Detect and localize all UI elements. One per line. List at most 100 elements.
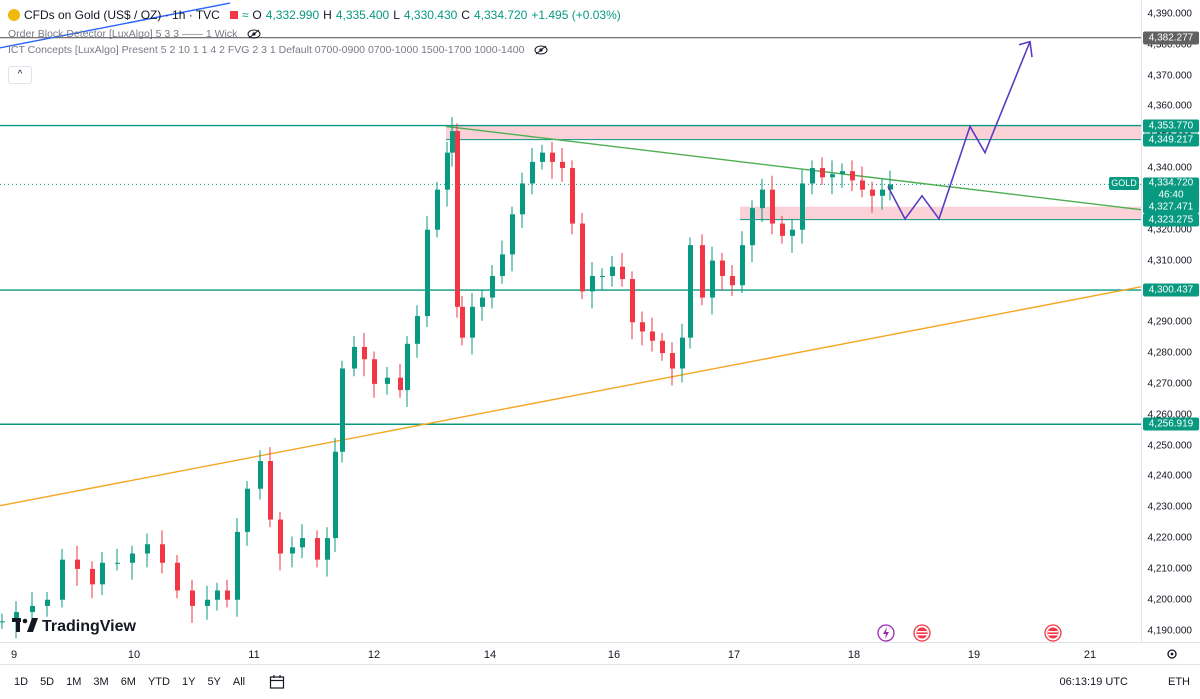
candle-body	[860, 180, 865, 190]
candle-body	[570, 168, 575, 224]
candle-body	[435, 189, 440, 230]
candle-body	[630, 279, 635, 323]
candle-body	[850, 171, 855, 181]
candle-body	[45, 599, 50, 606]
price-axis[interactable]: 4,390.000 4,380.000 4,370.000 4,360.000 4,35…	[1141, 0, 1200, 642]
indicator-2-label: ICT Concepts [LuxAlgo] Present 5 2 10 1 …	[8, 44, 525, 56]
candle-body	[500, 254, 505, 276]
date-tick-label: 12	[367, 649, 381, 661]
candle-body	[190, 590, 195, 606]
symbol-title[interactable]: CFDs on Gold (US$ / OZ) · 1h · TVC	[24, 8, 220, 22]
date-tick-label: 17	[727, 649, 741, 661]
hidden-eye-icon[interactable]	[534, 45, 548, 55]
date-tick-label: 11	[248, 649, 260, 661]
range-5y-button[interactable]: 5Y	[207, 676, 221, 688]
tradingview-logo-text: TradingView	[42, 617, 136, 635]
price-level-label: 4,327.471	[1143, 200, 1199, 214]
candle-body	[415, 316, 420, 344]
chart-area[interactable]: CFDs on Gold (US$ / OZ) · 1h · TVC ≈ O 4,…	[0, 0, 1141, 642]
candle-body	[820, 168, 825, 178]
candle-body	[90, 568, 95, 585]
current-price-value: 4,334.720	[1148, 177, 1194, 189]
date-tick-label: 14	[483, 649, 497, 661]
range-ytd-button[interactable]: YTD	[147, 676, 170, 688]
supply-zone	[446, 125, 1141, 140]
down-marker-icon	[229, 11, 238, 19]
candle-body	[268, 460, 273, 520]
calendar-goto-date-icon[interactable]	[269, 674, 285, 690]
price-level-label: 4,382.277	[1143, 31, 1199, 45]
candle-body	[385, 377, 390, 384]
candle-body	[445, 152, 450, 190]
candle-body	[425, 229, 430, 317]
us-flag-event-icon[interactable]	[1044, 624, 1062, 642]
price-chart[interactable]	[0, 0, 1141, 642]
candle-body	[780, 223, 785, 236]
candle-body	[290, 547, 295, 554]
range-3m-button[interactable]: 3M	[93, 676, 109, 688]
candle-body	[540, 152, 545, 162]
candle-body	[340, 368, 345, 452]
candle-body	[333, 451, 338, 539]
date-tick-label: 21	[1083, 649, 1097, 661]
price-level-label: 4,300.437	[1143, 283, 1199, 297]
high-label: H	[323, 8, 332, 22]
candle-body	[770, 189, 775, 224]
candle-body	[810, 168, 815, 184]
candle-body	[75, 559, 80, 569]
candle-body	[560, 161, 565, 169]
candle-body	[60, 559, 65, 600]
candle-body	[688, 245, 693, 338]
low-label: L	[393, 8, 400, 22]
candle-body	[398, 377, 403, 391]
range-1y-button[interactable]: 1Y	[181, 676, 196, 688]
price-tick-label: 4,310.000	[1147, 255, 1193, 267]
hidden-eye-icon[interactable]	[247, 29, 261, 39]
candle-body	[610, 266, 615, 276]
indicator-row-order-block[interactable]: Order Block Detector [LuxAlgo] 5 3 3 —— …	[8, 24, 625, 44]
candle-body	[215, 590, 220, 600]
candle-body	[490, 275, 495, 298]
lightning-event-icon[interactable]	[877, 624, 895, 642]
price-tick-label: 4,240.000	[1147, 470, 1193, 482]
candle-body	[145, 544, 150, 554]
range-all-button[interactable]: All	[232, 676, 246, 688]
price-level-label: 4,349.217	[1143, 133, 1199, 147]
candle-body	[670, 353, 675, 369]
time-axis[interactable]: 9 10 11 12 14 16 17 18 19 21	[0, 642, 1200, 665]
candle-body	[30, 605, 35, 613]
candle-body	[760, 189, 765, 209]
range-6m-button[interactable]: 6M	[120, 676, 136, 688]
candle-body	[225, 590, 230, 600]
candle-body	[130, 553, 135, 563]
current-symbol-tag: GOLD	[1109, 177, 1139, 191]
utc-clock[interactable]: 06:13:19 UTC	[1059, 676, 1128, 688]
candle-body	[480, 297, 485, 307]
candle-body	[362, 346, 367, 360]
range-1m-button[interactable]: 1M	[66, 676, 82, 688]
candle-body	[888, 184, 893, 190]
candle-body	[800, 183, 805, 230]
candle-body	[520, 183, 525, 215]
us-flag-event-icon[interactable]	[913, 624, 931, 642]
range-1d-button[interactable]: 1D	[14, 676, 29, 688]
bottom-toolbar: 1D 5D 1M 3M 6M YTD 1Y 5Y All 06:13:19 UT…	[0, 664, 1200, 699]
settings-gear-icon[interactable]	[1166, 648, 1178, 660]
collapse-legend-button[interactable]: ^	[8, 66, 32, 84]
candle-body	[580, 223, 585, 292]
indicator-row-ict[interactable]: ICT Concepts [LuxAlgo] Present 5 2 10 1 …	[8, 40, 625, 60]
candle-body	[175, 562, 180, 591]
candle-body	[680, 337, 685, 369]
candle-body	[455, 131, 460, 307]
open-label: O	[252, 8, 262, 22]
price-tick-label: 4,220.000	[1147, 532, 1193, 544]
candle-body	[600, 275, 605, 277]
indicators-icon[interactable]: ≈	[241, 8, 249, 22]
price-tick-label: 4,340.000	[1147, 162, 1193, 174]
price-tick-label: 4,390.000	[1147, 8, 1193, 20]
price-level-label: 4,323.275	[1143, 213, 1199, 227]
range-5d-button[interactable]: 5D	[40, 676, 55, 688]
low-value: 4,330.430	[403, 8, 458, 22]
session-toggle[interactable]: ETH	[1168, 676, 1190, 688]
date-tick-label: 16	[607, 649, 621, 661]
